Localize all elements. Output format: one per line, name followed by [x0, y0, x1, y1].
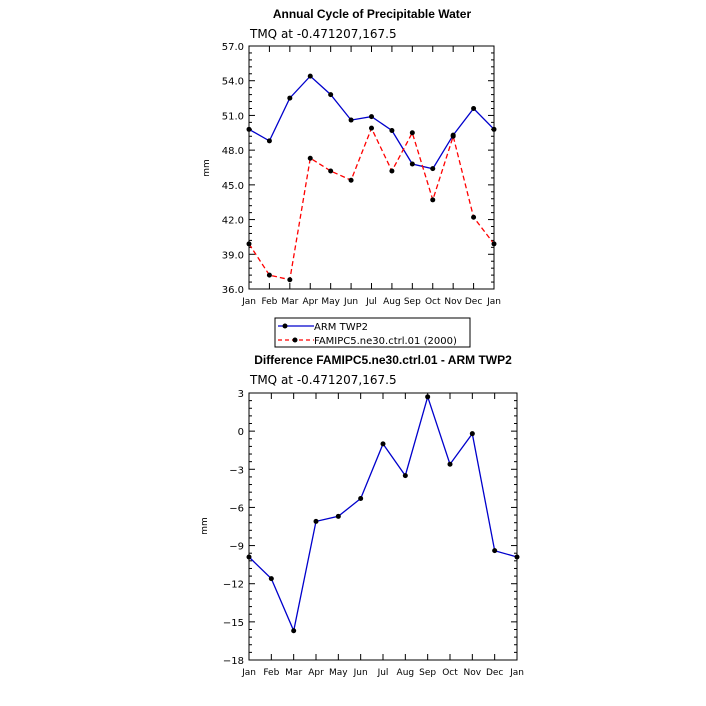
top-chart: Annual Cycle of Precipitable Water TMQ a… [202, 7, 501, 348]
bottom-ytick-label: 3 [238, 389, 244, 400]
top-series-0-point [409, 161, 415, 167]
bottom-ytick-label: −18 [223, 656, 244, 667]
bottom-xtick-label: Aug [397, 668, 415, 678]
bottom-ytick-label: 0 [238, 427, 244, 438]
top-series-line-1 [248, 126, 495, 281]
top-series-1-point [266, 272, 272, 278]
bottom-series-0-point [402, 473, 408, 479]
legend-box [274, 317, 471, 348]
bottom-ytick-label: −6 [229, 503, 244, 514]
top-ytick-label: 39.0 [222, 250, 244, 261]
bottom-series-0-point [291, 628, 297, 634]
top-series-1-point [287, 277, 293, 283]
bottom-xtick-label: Mar [285, 668, 302, 678]
top-ytick-label: 54.0 [222, 77, 244, 88]
top-xtick-label: Apr [302, 297, 318, 307]
bottom-xtick-label: Jan [509, 668, 524, 678]
top-series-0-point [266, 138, 272, 144]
top-plot-frame [248, 45, 495, 290]
top-series-0-point [348, 117, 354, 123]
bottom-series-0-point [246, 554, 252, 560]
bottom-chart-subtitle: TMQ at -0.471207,167.5 [249, 373, 397, 387]
legend-famip-label: FAMIPC5.ne30.ctrl.01 (2000) [314, 336, 457, 347]
top-xtick-label: Nov [444, 297, 462, 307]
top-chart-subtitle: TMQ at -0.471207,167.5 [249, 27, 397, 41]
top-xtick-label: Jun [343, 297, 358, 307]
bottom-xtick-label: Apr [308, 668, 324, 678]
top-series-1-point [348, 177, 354, 183]
top-series-0-point [389, 127, 395, 133]
top-ytick-label: 48.0 [222, 146, 244, 157]
bottom-series-0-point [514, 554, 520, 560]
top-series-1-point [369, 125, 374, 131]
top-xtick-label: Oct [425, 297, 441, 307]
bottom-xtick-label: Feb [263, 668, 279, 678]
top-series-0-point [246, 126, 252, 132]
bottom-chart-title: Difference FAMIPC5.ne30.ctrl.01 - ARM TW… [254, 353, 512, 367]
top-xtick-label: Jan [241, 297, 256, 307]
top-series-1-point [491, 241, 497, 247]
bottom-xtick-label: Oct [442, 668, 458, 678]
bottom-chart: Difference FAMIPC5.ne30.ctrl.01 - ARM TW… [200, 353, 524, 678]
top-series-0-point [328, 92, 334, 98]
top-legend: ARM TWP2 FAMIPC5.ne30.ctrl.01 (2000) [274, 317, 471, 348]
bottom-series-line-0 [248, 394, 518, 633]
top-series-1-point [328, 168, 334, 174]
bottom-xtick-label: Nov [464, 668, 482, 678]
bottom-ytick-label: −9 [229, 542, 244, 553]
bottom-xtick-label: Dec [486, 668, 503, 678]
bottom-series-0-point [358, 496, 364, 502]
top-series-1-point [409, 130, 415, 136]
top-series-0-point [471, 105, 477, 111]
bottom-ytick-label: −3 [229, 465, 244, 476]
top-series-1-point [471, 214, 477, 220]
top-series-0-point [287, 95, 293, 101]
top-xtick-label: Mar [281, 297, 298, 307]
top-xtick-label: May [321, 297, 340, 307]
top-series-1-point [307, 155, 313, 161]
top-series-0-point [369, 114, 374, 120]
top-xtick-label: Aug [383, 297, 401, 307]
bottom-series-0-point [335, 513, 341, 519]
bottom-y-axis-label: mm [200, 517, 210, 535]
bottom-xtick-label: Jan [241, 668, 256, 678]
legend-arm-marker [282, 323, 288, 329]
bottom-xtick-label: May [329, 668, 348, 678]
bottom-xtick-label: Sep [419, 668, 436, 678]
bottom-ytick-label: −15 [223, 618, 244, 629]
bottom-series-0-point [425, 394, 431, 400]
top-xtick-label: Jan [486, 297, 501, 307]
top-series-1-point [450, 133, 456, 139]
top-ytick-label: 45.0 [222, 181, 244, 192]
top-ytick-label: 57.0 [222, 42, 244, 53]
top-chart-title: Annual Cycle of Precipitable Water [273, 7, 472, 21]
top-series-1-point [246, 241, 252, 247]
bottom-ytick-label: −12 [223, 580, 244, 591]
bottom-xtick-label: Jul [377, 668, 389, 678]
top-ytick-label: 42.0 [222, 216, 244, 227]
bottom-series-0-point [380, 441, 386, 447]
top-series-1-point [389, 168, 395, 174]
top-series-0-point [491, 126, 497, 132]
bottom-series-0-point [447, 461, 453, 467]
top-xtick-label: Sep [404, 297, 421, 307]
top-xtick-label: Jul [365, 297, 377, 307]
top-xtick-label: Feb [261, 297, 277, 307]
legend-arm-label: ARM TWP2 [314, 322, 368, 333]
bottom-series-0-point [268, 576, 274, 582]
bottom-series-0-point [469, 431, 475, 437]
top-series-0-point [307, 73, 313, 79]
bottom-series-0-point [313, 518, 319, 524]
top-xtick-label: Dec [465, 297, 482, 307]
bottom-xtick-label: Jun [353, 668, 368, 678]
legend-famip-marker [292, 337, 298, 343]
top-ytick-label: 51.0 [222, 111, 244, 122]
top-y-axis-label: mm [202, 159, 212, 177]
top-ytick-label: 36.0 [222, 285, 244, 296]
top-series-1-point [430, 197, 436, 203]
bottom-series-0-point [492, 548, 498, 554]
top-series-0-point [430, 166, 436, 172]
